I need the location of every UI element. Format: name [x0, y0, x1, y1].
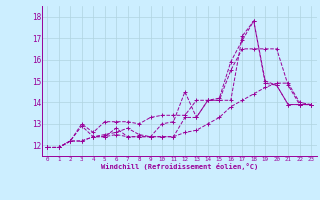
- X-axis label: Windchill (Refroidissement éolien,°C): Windchill (Refroidissement éolien,°C): [100, 163, 258, 170]
